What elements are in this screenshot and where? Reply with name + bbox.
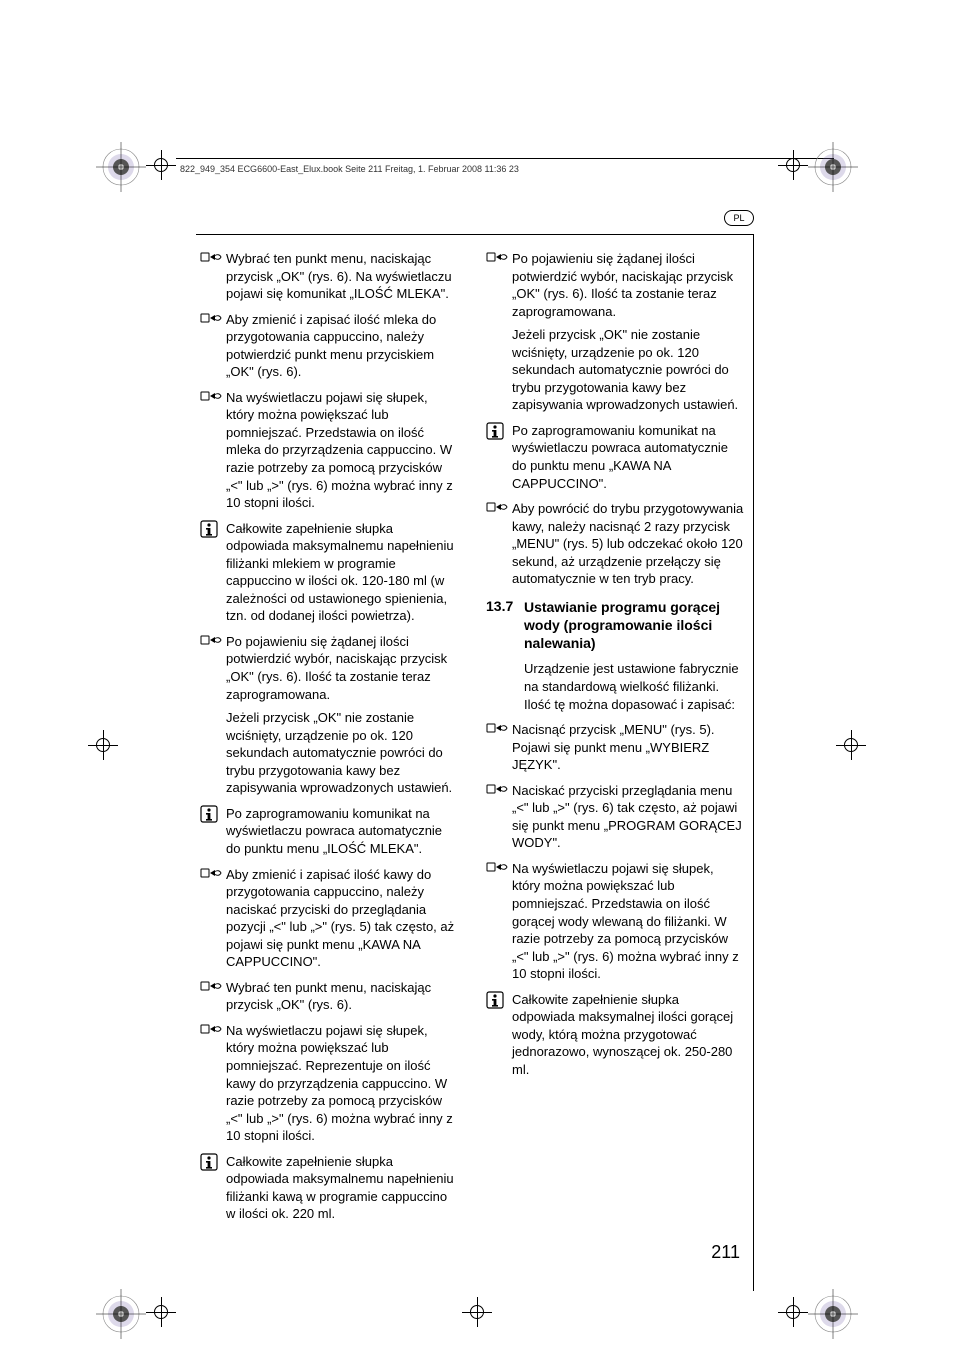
instruction-item: Na wyświetlaczu pojawi się słupek, który…	[200, 389, 458, 512]
language-badge: PL	[724, 210, 754, 226]
instruction-item: Aby zmienić i zapisać ilość kawy do przy…	[200, 866, 458, 971]
instruction-text: Wybrać ten punkt menu, naciskając przyci…	[226, 250, 458, 303]
info-icon	[200, 805, 226, 858]
pointing-hand-icon	[200, 311, 226, 381]
instruction-item: Po zaprogramowaniu komunikat na wyświetl…	[486, 422, 744, 492]
info-icon	[486, 422, 512, 492]
instruction-text: Po zaprogramowaniu komunikat na wyświetl…	[512, 422, 744, 492]
crop-cross	[146, 1297, 176, 1327]
instruction-text: Aby zmienić i zapisać ilość kawy do przy…	[226, 866, 458, 971]
section-heading: 13.7Ustawianie programu gorącej wody (pr…	[486, 598, 744, 653]
instruction-text: Całkowite zapełnienie słupka odpowiada m…	[226, 520, 458, 625]
instruction-text: Po pojawieniu się żądanej ilości potwier…	[512, 250, 744, 414]
pointing-hand-icon	[486, 860, 512, 983]
instruction-item: Po pojawieniu się żądanej ilości potwier…	[200, 633, 458, 797]
pointing-hand-icon	[200, 866, 226, 971]
instruction-text: Nacisnąć przycisk „MENU" (rys. 5). Pojaw…	[512, 721, 744, 774]
instruction-item: Aby zmienić i zapisać ilość mleka do prz…	[200, 311, 458, 381]
header-text: 822_949_354 ECG6600-East_Elux.book Seite…	[180, 164, 519, 174]
instruction-text: Na wyświetlaczu pojawi się słupek, który…	[226, 1022, 458, 1145]
registration-mark	[806, 140, 860, 194]
pointing-hand-icon	[486, 500, 512, 588]
crop-cross	[146, 150, 176, 180]
instruction-item: Wybrać ten punkt menu, naciskając przyci…	[200, 979, 458, 1014]
frame-top	[196, 234, 754, 235]
pointing-hand-icon	[200, 979, 226, 1014]
info-icon	[486, 991, 512, 1079]
instruction-text: Naciskać przyciski przeglądania menu „<"…	[512, 782, 744, 852]
document-page: 822_949_354 ECG6600-East_Elux.book Seite…	[0, 0, 954, 1351]
instruction-item: Całkowite zapełnienie słupka odpowiada m…	[486, 991, 744, 1079]
instruction-text: Całkowite zapełnienie słupka odpowiada m…	[512, 991, 744, 1079]
pointing-hand-icon	[200, 1022, 226, 1145]
section-number: 13.7	[486, 598, 524, 653]
instruction-item: Całkowite zapełnienie słupka odpowiada m…	[200, 520, 458, 625]
frame-right	[753, 234, 754, 1291]
instruction-text: Na wyświetlaczu pojawi się słupek, który…	[226, 389, 458, 512]
instruction-item: Całkowite zapełnienie słupka odpowiada m…	[200, 1153, 458, 1223]
body-columns: Wybrać ten punkt menu, naciskając przyci…	[200, 250, 744, 1231]
instruction-item: Nacisnąć przycisk „MENU" (rys. 5). Pojaw…	[486, 721, 744, 774]
instruction-text: Aby zmienić i zapisać ilość mleka do prz…	[226, 311, 458, 381]
info-icon	[200, 520, 226, 625]
crop-cross	[778, 150, 808, 180]
pointing-hand-icon	[486, 721, 512, 774]
header-rule	[176, 158, 834, 159]
instruction-text: Aby powrócić do trybu przygotowywania ka…	[512, 500, 744, 588]
registration-mark	[806, 1287, 860, 1341]
instruction-text: Wybrać ten punkt menu, naciskając przyci…	[226, 979, 458, 1014]
crop-cross	[836, 730, 866, 760]
instruction-text: Całkowite zapełnienie słupka odpowiada m…	[226, 1153, 458, 1223]
crop-cross	[462, 1297, 492, 1327]
instruction-item: Na wyświetlaczu pojawi się słupek, który…	[200, 1022, 458, 1145]
instruction-item: Naciskać przyciski przeglądania menu „<"…	[486, 782, 744, 852]
instruction-text: Na wyświetlaczu pojawi się słupek, który…	[512, 860, 744, 983]
crop-cross	[88, 730, 118, 760]
registration-mark	[94, 140, 148, 194]
info-icon	[200, 1153, 226, 1223]
page-number: 211	[711, 1242, 740, 1263]
section-title: Ustawianie programu gorącej wody (progra…	[524, 598, 744, 653]
instruction-item: Po zaprogramowaniu komunikat na wyświetl…	[200, 805, 458, 858]
registration-mark	[94, 1287, 148, 1341]
instruction-text: Po pojawieniu się żądanej ilości potwier…	[226, 633, 458, 797]
instruction-text: Po zaprogramowaniu komunikat na wyświetl…	[226, 805, 458, 858]
pointing-hand-icon	[200, 633, 226, 797]
section-intro: Urządzenie jest ustawione fabrycznie na …	[524, 660, 744, 713]
pointing-hand-icon	[486, 782, 512, 852]
instruction-item: Na wyświetlaczu pojawi się słupek, który…	[486, 860, 744, 983]
instruction-item: Po pojawieniu się żądanej ilości potwier…	[486, 250, 744, 414]
pointing-hand-icon	[486, 250, 512, 414]
pointing-hand-icon	[200, 389, 226, 512]
pointing-hand-icon	[200, 250, 226, 303]
crop-cross	[778, 1297, 808, 1327]
instruction-item: Aby powrócić do trybu przygotowywania ka…	[486, 500, 744, 588]
instruction-item: Wybrać ten punkt menu, naciskając przyci…	[200, 250, 458, 303]
